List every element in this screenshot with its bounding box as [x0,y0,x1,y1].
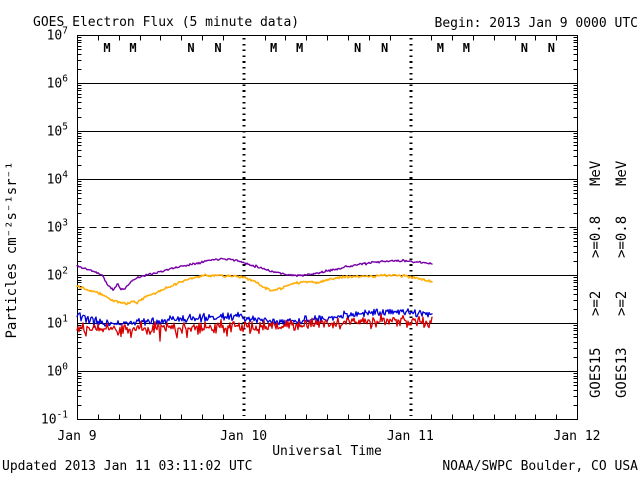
event-marker-m: M [270,41,277,55]
x-tick-label: Jan 9 [57,429,96,444]
y-tick-label: 106 [47,74,69,92]
x-tick-label: Jan 11 [387,429,434,444]
series-goes15-e2 [76,308,433,329]
y-tick-label: 105 [47,122,68,140]
x-tick-label: Jan 12 [554,429,601,444]
event-marker-m: M [129,41,136,55]
y-tick-label: 10-1 [41,410,68,428]
series-goes15-e08 [76,257,433,291]
legend-goes13-seg3: MeV [614,160,630,186]
x-axis-title: Universal Time [272,444,382,459]
legend-goes13-seg1: >=2 [614,291,630,316]
y-tick-label: 107 [47,26,68,44]
event-marker-m: M [296,41,303,55]
y-tick-label: 101 [47,314,69,332]
y-tick-label: 104 [47,170,69,188]
y-tick-label: 102 [47,266,68,284]
y-tick-label: 103 [47,218,68,236]
event-marker-n: N [381,41,388,55]
event-marker-n: N [548,41,555,55]
event-marker-m: M [463,41,470,55]
legend-goes15-seg3: MeV [588,160,604,186]
legend-goes15-seg1: >=2 [588,291,604,316]
event-marker-n: N [214,41,221,55]
updated-label: Updated 2013 Jan 11 03:11:02 UTC [2,459,252,474]
event-marker-n: N [354,41,361,55]
x-tick-label: Jan 10 [220,429,267,444]
event-marker-m: M [437,41,444,55]
grid [77,35,578,420]
event-marker-n: N [187,41,194,55]
y-tick-label: 100 [47,362,69,380]
event-marker-m: M [103,41,110,55]
begin-label: Begin: 2013 Jan 9 0000 UTC [435,16,639,31]
legend-goes15-seg2: >=0.8 [588,216,604,258]
chart-title: GOES Electron Flux (5 minute data) [33,15,299,30]
legend-goes13-seg2: >=0.8 [614,216,630,258]
event-marker-n: N [521,41,528,55]
y-axis-title: Particles cm⁻²s⁻¹sr⁻¹ [4,161,20,338]
source-label: NOAA/SWPC Boulder, CO USA [442,459,638,474]
legend-goes15-seg0: GOES15 [588,347,604,398]
series-goes13-e08 [76,273,433,306]
legend-goes13-seg0: GOES13 [614,347,630,398]
series-goes13-e2 [76,313,433,342]
